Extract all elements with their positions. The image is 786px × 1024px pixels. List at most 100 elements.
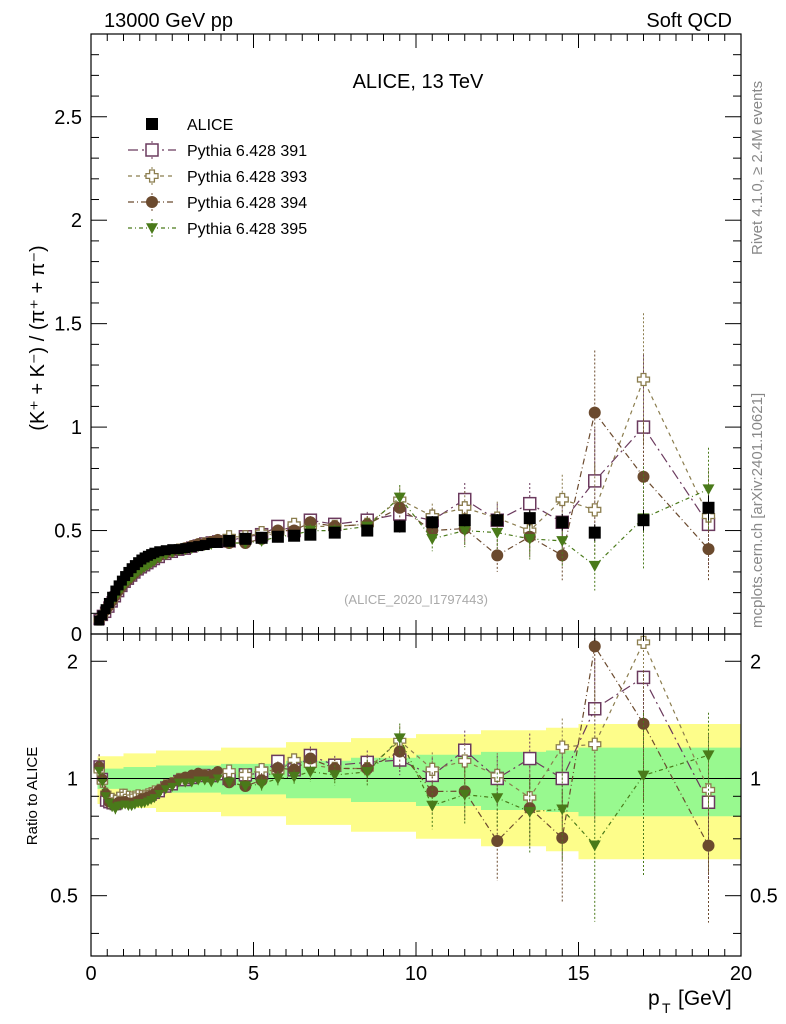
main-data-point [186, 542, 197, 553]
rivet-version-label: Rivet 4.1.0, ≥ 2.4M events [749, 81, 766, 255]
ratio-data-point [167, 782, 178, 792]
header-left-label: 13000 GeV pp [104, 10, 233, 32]
main-y-axis-label: (K⁺ + K⁻) / (π⁺ + π⁻) [27, 245, 49, 430]
main-data-point [393, 501, 406, 514]
ratio-data-point [555, 740, 569, 754]
x-axis-label-p: p [648, 987, 660, 1010]
x-axis-label-unit: [GeV] [678, 987, 732, 1010]
main-data-point [223, 534, 236, 547]
ratio-data-point [173, 778, 184, 788]
ratio-data-point [426, 785, 439, 798]
main-data-point [458, 514, 471, 527]
ratio-data-point [588, 737, 602, 751]
main-data-point [239, 532, 252, 545]
ratio-data-point [491, 835, 504, 848]
main-data-point [304, 528, 317, 541]
main-data-point [304, 516, 317, 529]
ratio-data-point [702, 750, 715, 762]
main-data-point [154, 546, 165, 557]
main-data-point [97, 610, 108, 621]
main-data-point [556, 549, 569, 562]
ratio-data-point [637, 717, 650, 730]
legend-marker [145, 169, 159, 183]
main-data-point [103, 597, 114, 608]
ratio-data-point [223, 777, 236, 789]
ratio-data-point [491, 793, 504, 805]
main-data-point [523, 512, 536, 525]
ratio-data-point [523, 806, 536, 818]
main-data-point [637, 470, 650, 483]
main-data-point [702, 543, 715, 556]
x-tick-label: 20 [730, 963, 752, 985]
main-y-tick-label: 2.5 [54, 107, 82, 129]
ratio-data-point [180, 778, 191, 788]
legend-marker [146, 223, 158, 234]
main-data-point [491, 549, 504, 562]
main-data-point [458, 525, 471, 537]
legend-marker [145, 143, 159, 157]
ratio-data-point [556, 804, 569, 816]
main-title: ALICE, 13 TeV [353, 71, 484, 93]
legend-marker [146, 196, 158, 208]
main-data-point [588, 560, 601, 572]
legend-label: ALICE [187, 117, 233, 134]
ratio-y-tick-label-right: 0.5 [750, 886, 778, 908]
ratio-data-point [393, 733, 406, 745]
main-data-point [393, 492, 406, 504]
ratio-data-point [206, 778, 217, 788]
main-data-point [702, 484, 715, 496]
main-data-point [361, 524, 374, 537]
legend-label: Pythia 6.428 393 [187, 169, 307, 186]
ratio-y-tick-label-left: 0.5 [50, 886, 78, 908]
main-data-point [199, 540, 210, 551]
main-data-point [173, 544, 184, 555]
legend-label: Pythia 6.428 391 [187, 143, 307, 160]
main-data-point [328, 526, 341, 539]
ratio-data-point [149, 794, 160, 804]
main-data-point [523, 496, 537, 511]
main-data-point [94, 615, 105, 626]
ratio-data-point [94, 766, 105, 776]
main-data-point [637, 514, 650, 527]
ratio-y-tick-label-left: 1 [67, 768, 78, 790]
ratio-data-point [186, 778, 197, 788]
ratio-data-point [636, 670, 651, 685]
legend-label: Pythia 6.428 395 [187, 221, 307, 238]
main-data-point [160, 545, 171, 556]
ratio-data-point [288, 771, 301, 783]
main-data-point [212, 537, 223, 548]
main-data-point [288, 529, 301, 542]
ratio-data-point [100, 792, 111, 802]
main-data-point [110, 585, 121, 596]
main-data-point [636, 372, 651, 387]
main-data-point [426, 534, 439, 545]
ratio-y-tick-label-right: 2 [750, 651, 761, 673]
ratio-data-point [490, 768, 504, 783]
legend-label: Pythia 6.428 394 [187, 195, 307, 212]
ratio-data-point [588, 640, 601, 653]
ratio-data-point [271, 773, 284, 785]
ratio-data-point [255, 779, 268, 791]
ratio-data-point [160, 785, 171, 795]
ratio-data-point [193, 776, 204, 786]
ratio-data-point [458, 789, 471, 801]
main-y-tick-label: 0 [71, 624, 82, 646]
ratio-inner-uncertainty-band [97, 747, 741, 817]
main-data-point [271, 530, 284, 543]
analysis-watermark: (ALICE_2020_I1797443) [344, 592, 488, 607]
ratio-data-point [361, 767, 374, 778]
x-tick-label: 10 [405, 963, 427, 985]
main-y-tick-label: 1 [71, 417, 82, 439]
ratio-data-point [304, 766, 317, 778]
main-data-point [556, 536, 569, 547]
main-data-point [393, 520, 406, 533]
legend-marker [146, 118, 158, 130]
ratio-data-point [304, 752, 317, 765]
ratio-data-point [458, 754, 472, 768]
main-data-point [556, 516, 569, 529]
ratio-data-point [154, 789, 165, 799]
chart-marks: 0 5 10 15 20 0 0.5 1 1.5 2 2.5 0.5 0.5 1 1 2 2 ALICE Pythi… [50, 33, 778, 985]
series-0 [94, 495, 715, 626]
x-tick-label: 5 [248, 963, 259, 985]
ratio-data-point [212, 774, 223, 784]
